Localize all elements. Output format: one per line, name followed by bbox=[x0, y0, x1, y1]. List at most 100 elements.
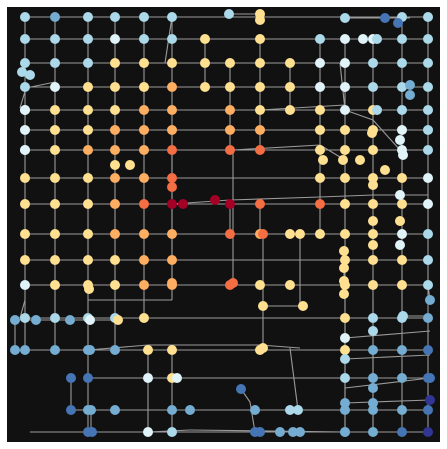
intersection-node bbox=[225, 58, 235, 68]
intersection-node bbox=[85, 345, 95, 355]
nodes-layer bbox=[10, 9, 435, 437]
street-edge bbox=[344, 399, 431, 404]
intersection-node bbox=[395, 135, 405, 145]
intersection-node bbox=[368, 373, 378, 383]
intersection-node bbox=[167, 34, 177, 44]
intersection-node bbox=[143, 427, 153, 437]
intersection-node bbox=[66, 405, 76, 415]
intersection-node bbox=[340, 255, 350, 265]
intersection-node bbox=[258, 343, 268, 353]
intersection-node bbox=[139, 313, 149, 323]
intersection-node bbox=[340, 345, 350, 355]
intersection-node bbox=[372, 34, 382, 44]
intersection-node bbox=[315, 82, 325, 92]
intersection-node bbox=[295, 229, 305, 239]
intersection-node bbox=[110, 145, 120, 155]
intersection-node bbox=[228, 278, 238, 288]
intersection-node bbox=[20, 313, 30, 323]
intersection-node bbox=[397, 82, 407, 92]
intersection-node bbox=[258, 301, 268, 311]
intersection-node bbox=[355, 155, 365, 165]
intersection-node bbox=[298, 301, 308, 311]
intersection-node bbox=[20, 255, 30, 265]
intersection-node bbox=[293, 405, 303, 415]
intersection-node bbox=[340, 13, 350, 23]
intersection-node bbox=[20, 345, 30, 355]
intersection-node bbox=[423, 405, 433, 415]
intersection-node bbox=[65, 315, 75, 325]
intersection-node bbox=[340, 333, 350, 343]
intersection-node bbox=[397, 105, 407, 115]
intersection-node bbox=[339, 263, 349, 273]
intersection-node bbox=[50, 280, 60, 290]
intersection-node bbox=[397, 405, 407, 415]
intersection-node bbox=[368, 180, 378, 190]
intersection-node bbox=[397, 373, 407, 383]
intersection-node bbox=[139, 280, 149, 290]
intersection-node bbox=[225, 125, 235, 135]
intersection-node bbox=[167, 105, 177, 115]
intersection-node bbox=[340, 405, 350, 415]
intersection-node bbox=[368, 240, 378, 250]
intersection-node bbox=[368, 427, 378, 437]
street-edge bbox=[319, 194, 374, 198]
intersection-node bbox=[395, 216, 405, 226]
intersection-node bbox=[167, 173, 177, 183]
intersection-node bbox=[423, 105, 433, 115]
intersection-node bbox=[423, 34, 433, 44]
intersection-node bbox=[315, 105, 325, 115]
intersection-node bbox=[139, 145, 149, 155]
intersection-node bbox=[250, 405, 260, 415]
intersection-node bbox=[167, 182, 177, 192]
intersection-node bbox=[225, 82, 235, 92]
intersection-node bbox=[368, 405, 378, 415]
intersection-node bbox=[340, 82, 350, 92]
intersection-node bbox=[397, 345, 407, 355]
intersection-node bbox=[397, 280, 407, 290]
intersection-node bbox=[20, 125, 30, 135]
intersection-node bbox=[84, 284, 94, 294]
intersection-node bbox=[285, 405, 295, 415]
intersection-node bbox=[405, 80, 415, 90]
intersection-node bbox=[368, 216, 378, 226]
intersection-node bbox=[368, 345, 378, 355]
intersection-node bbox=[83, 173, 93, 183]
intersection-node bbox=[167, 255, 177, 265]
intersection-node bbox=[423, 125, 433, 135]
intersection-node bbox=[285, 58, 295, 68]
intersection-node bbox=[139, 255, 149, 265]
intersection-node bbox=[425, 373, 435, 383]
intersection-node bbox=[368, 383, 378, 393]
intersection-node bbox=[405, 90, 415, 100]
intersection-node bbox=[255, 105, 265, 115]
intersection-node bbox=[110, 34, 120, 44]
intersection-node bbox=[340, 105, 350, 115]
intersection-node bbox=[83, 229, 93, 239]
intersection-node bbox=[167, 145, 177, 155]
intersection-node bbox=[368, 58, 378, 68]
intersection-node bbox=[50, 173, 60, 183]
intersection-node bbox=[315, 34, 325, 44]
intersection-node bbox=[139, 12, 149, 22]
street-edge bbox=[25, 81, 56, 89]
intersection-node bbox=[340, 427, 350, 437]
intersection-node bbox=[50, 255, 60, 265]
intersection-node bbox=[340, 58, 350, 68]
intersection-node bbox=[167, 278, 177, 288]
intersection-node bbox=[397, 427, 407, 437]
intersection-node bbox=[255, 34, 265, 44]
intersection-node bbox=[50, 82, 60, 92]
intersection-node bbox=[210, 195, 220, 205]
intersection-node bbox=[20, 173, 30, 183]
intersection-node bbox=[20, 58, 30, 68]
intersection-node bbox=[83, 12, 93, 22]
intersection-node bbox=[397, 199, 407, 209]
intersection-node bbox=[110, 405, 120, 415]
intersection-node bbox=[368, 326, 378, 336]
intersection-node bbox=[31, 315, 41, 325]
intersection-node bbox=[110, 12, 120, 22]
intersection-node bbox=[110, 345, 120, 355]
street-edge bbox=[344, 330, 431, 339]
intersection-node bbox=[83, 199, 93, 209]
intersection-node bbox=[340, 125, 350, 135]
